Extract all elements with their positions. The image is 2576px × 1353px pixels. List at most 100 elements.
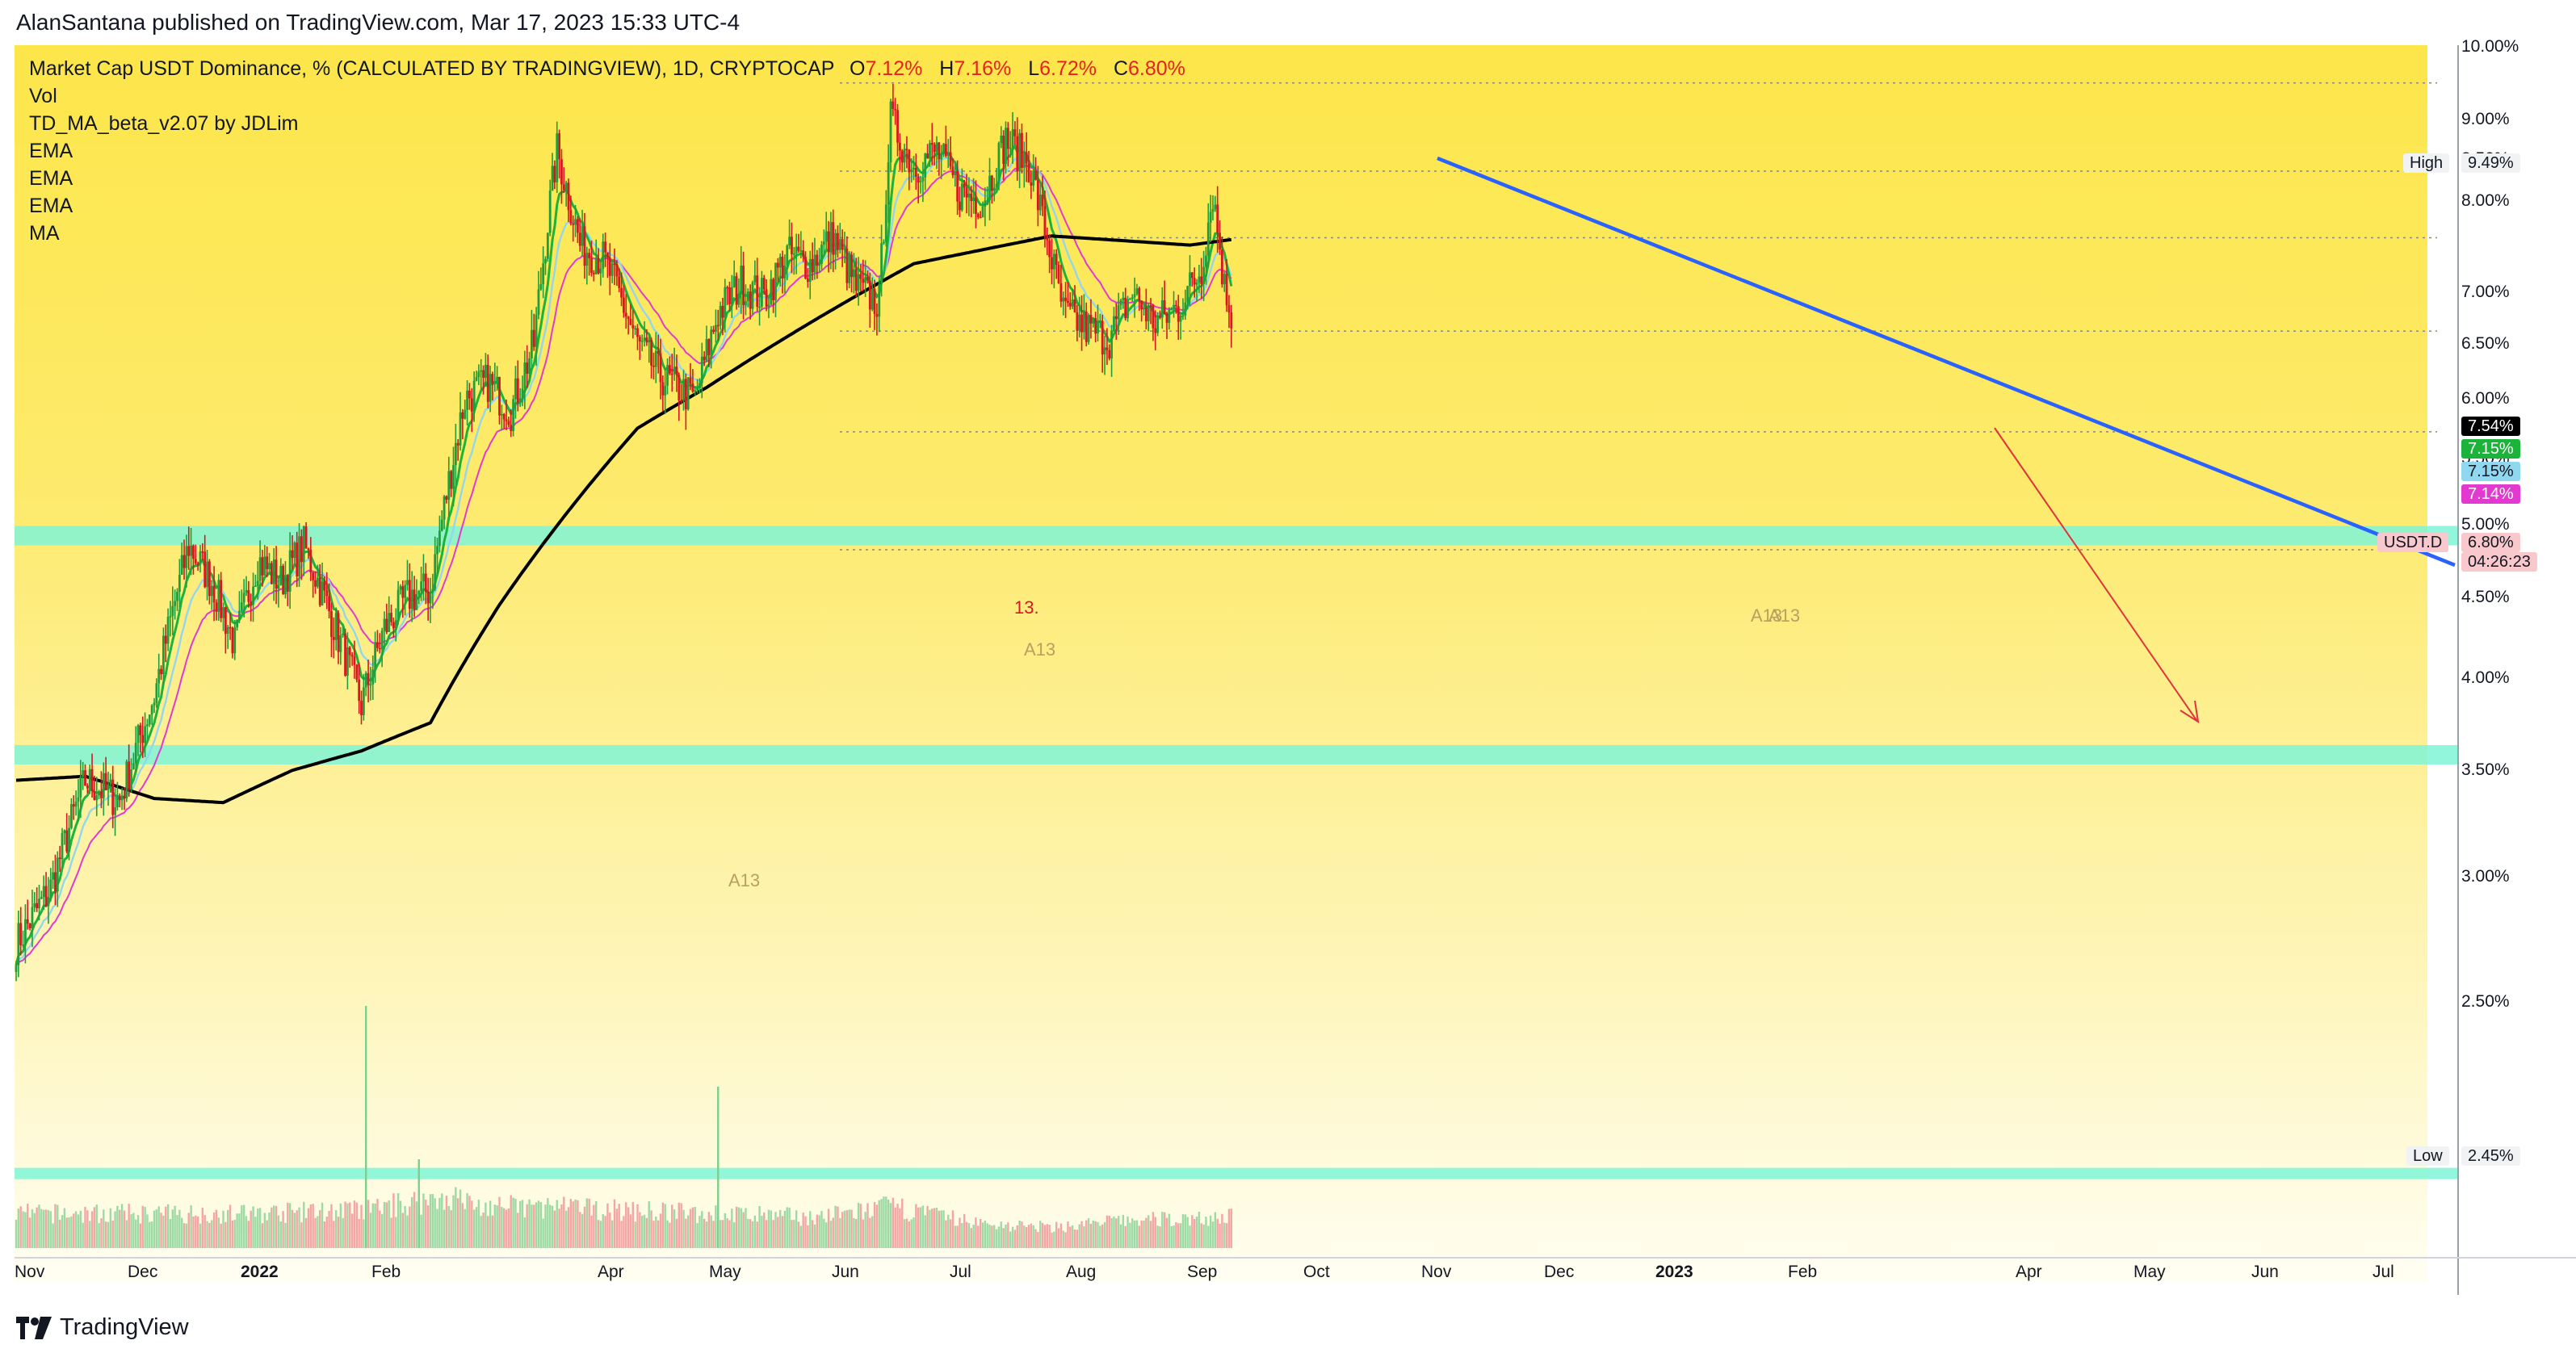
- volume-bar: [588, 1198, 590, 1248]
- candle-body: [1186, 286, 1189, 303]
- volume-bar: [337, 1217, 340, 1248]
- volume-bar: [783, 1210, 787, 1248]
- candle-body: [24, 919, 27, 945]
- y-tick-label: 10.00%: [2461, 37, 2519, 56]
- volume-bar: [183, 1223, 186, 1248]
- volume-bar: [988, 1225, 991, 1248]
- candle-body: [594, 258, 598, 274]
- indicator-ema-1[interactable]: EMA: [29, 140, 73, 162]
- candle-body: [436, 546, 438, 555]
- volume-bar: [342, 1217, 344, 1248]
- legend-title-row: Market Cap USDT Dominance, % (CALCULATED…: [29, 55, 1197, 82]
- volume-bar: [747, 1218, 749, 1248]
- candle-body: [1038, 195, 1042, 211]
- candle-body: [58, 857, 61, 860]
- volume-bar: [1043, 1225, 1047, 1248]
- y-tick-label: 3.00%: [2461, 866, 2510, 886]
- candle-body: [661, 382, 665, 396]
- volume-bar: [1110, 1217, 1113, 1248]
- volume-bar: [475, 1207, 478, 1248]
- tradingview-brand[interactable]: TradingView: [16, 1314, 189, 1341]
- volume-bar: [864, 1212, 866, 1248]
- candle-body: [544, 258, 547, 264]
- volume-bar: [1071, 1225, 1074, 1248]
- volume-bar: [505, 1209, 508, 1248]
- candle-body: [984, 200, 987, 207]
- candle-body: [334, 613, 338, 640]
- volume-bar: [685, 1218, 687, 1248]
- volume-bar: [199, 1223, 202, 1248]
- volume-bar: [203, 1214, 206, 1248]
- volume-bar: [514, 1199, 517, 1248]
- volume-bar: [429, 1194, 432, 1248]
- candle-body: [348, 647, 351, 656]
- x-tick-label: Sep: [1187, 1263, 1218, 1281]
- candle-body: [157, 668, 161, 684]
- volume-bar: [1059, 1223, 1063, 1248]
- candle-body: [258, 557, 262, 581]
- candle-body: [82, 770, 85, 777]
- volume-bar: [61, 1215, 64, 1248]
- candle-body: [526, 362, 529, 374]
- volume-bar: [956, 1225, 959, 1248]
- candle-body: [410, 589, 413, 609]
- candle-body: [318, 577, 321, 605]
- volume-bar: [682, 1209, 685, 1248]
- candle-body: [539, 284, 543, 290]
- indicator-ema-2[interactable]: EMA: [29, 167, 73, 190]
- volume-bar: [518, 1200, 522, 1248]
- volume-bar: [125, 1220, 128, 1248]
- volume-bar: [938, 1210, 941, 1248]
- volume-bar: [190, 1205, 192, 1248]
- candle-body: [388, 613, 391, 633]
- volume-bar: [811, 1220, 814, 1248]
- volume-bar: [871, 1216, 874, 1248]
- indicator-vol[interactable]: Vol: [29, 85, 57, 107]
- volume-bar: [277, 1215, 280, 1248]
- volume-bar: [977, 1225, 980, 1248]
- volume-bar: [951, 1210, 954, 1248]
- candle-body: [489, 374, 492, 402]
- volume-bar: [995, 1229, 998, 1248]
- candle-body: [719, 305, 722, 326]
- x-tick-label: Nov: [1421, 1263, 1452, 1281]
- indicator-td-ma[interactable]: TD_MA_beta_v2.07 by JDLim: [29, 112, 299, 135]
- candle-body: [355, 664, 359, 680]
- volume-bar: [238, 1213, 241, 1248]
- volume-bar: [77, 1214, 80, 1248]
- volume-bar: [114, 1211, 116, 1248]
- candle-body: [514, 378, 517, 400]
- candle-body: [1059, 283, 1063, 302]
- high-label: H: [939, 57, 954, 80]
- indicator-ema-3[interactable]: EMA: [29, 195, 73, 217]
- candle-body: [367, 672, 370, 685]
- y-tick-label: 6.50%: [2461, 333, 2510, 353]
- candle-body: [164, 635, 167, 644]
- volume-bar: [917, 1207, 920, 1248]
- candle-body: [162, 635, 165, 675]
- candle-body: [128, 761, 131, 790]
- candle-body: [583, 226, 586, 266]
- volume-bar: [136, 1215, 140, 1248]
- candle-body: [1122, 297, 1125, 300]
- candle-body: [703, 356, 706, 361]
- volume-bar: [1105, 1215, 1109, 1248]
- candle-body: [52, 872, 54, 880]
- volume-bar: [696, 1223, 699, 1248]
- candle-body: [277, 584, 280, 589]
- volume-bar: [254, 1217, 257, 1248]
- candle-body: [670, 373, 673, 375]
- candle-body: [959, 201, 961, 211]
- volume-bar: [1202, 1224, 1205, 1248]
- candle-body: [443, 496, 446, 520]
- candle-body: [231, 627, 234, 654]
- volume-bar: [710, 1215, 712, 1248]
- volume-bar: [533, 1204, 535, 1248]
- candle-body: [746, 291, 749, 302]
- trendline: [1437, 156, 2456, 568]
- candle-body: [788, 237, 791, 246]
- volume-bar: [837, 1206, 839, 1248]
- candle-body: [1175, 304, 1177, 307]
- indicator-ma[interactable]: MA: [29, 222, 60, 245]
